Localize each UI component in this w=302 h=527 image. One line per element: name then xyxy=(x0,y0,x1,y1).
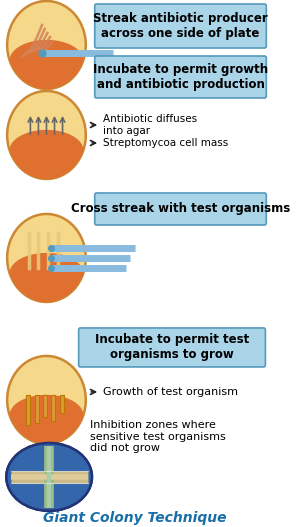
Ellipse shape xyxy=(7,91,86,179)
Polygon shape xyxy=(10,41,83,89)
Text: Inhibition zones where
sensitive test organisms
did not grow: Inhibition zones where sensitive test or… xyxy=(90,420,226,453)
Text: Streptomycoa cell mass: Streptomycoa cell mass xyxy=(103,138,228,148)
Bar xyxy=(35,395,39,423)
Text: Antibiotic diffuses
into agar: Antibiotic diffuses into agar xyxy=(103,114,197,136)
Text: Growth of test organism: Growth of test organism xyxy=(103,387,238,397)
Text: Streak antibiotic producer
across one side of plate: Streak antibiotic producer across one si… xyxy=(93,12,268,40)
FancyBboxPatch shape xyxy=(95,193,266,225)
Bar xyxy=(26,395,31,425)
Bar xyxy=(51,395,55,421)
Text: Giant Colony Technique: Giant Colony Technique xyxy=(43,511,227,525)
FancyBboxPatch shape xyxy=(95,4,266,48)
Polygon shape xyxy=(10,253,83,302)
Ellipse shape xyxy=(7,1,86,89)
Polygon shape xyxy=(10,131,83,179)
FancyBboxPatch shape xyxy=(79,328,265,367)
FancyBboxPatch shape xyxy=(95,56,266,98)
Text: Incubate to permit test
organisms to grow: Incubate to permit test organisms to gro… xyxy=(95,334,249,362)
Ellipse shape xyxy=(7,356,86,444)
Ellipse shape xyxy=(7,214,86,302)
Bar xyxy=(60,395,64,413)
Ellipse shape xyxy=(6,443,92,511)
Bar xyxy=(43,395,47,417)
Polygon shape xyxy=(10,396,83,444)
Text: Cross streak with test organisms: Cross streak with test organisms xyxy=(71,202,290,216)
Text: Incubate to permit growth
and antibiotic production: Incubate to permit growth and antibiotic… xyxy=(93,63,268,91)
